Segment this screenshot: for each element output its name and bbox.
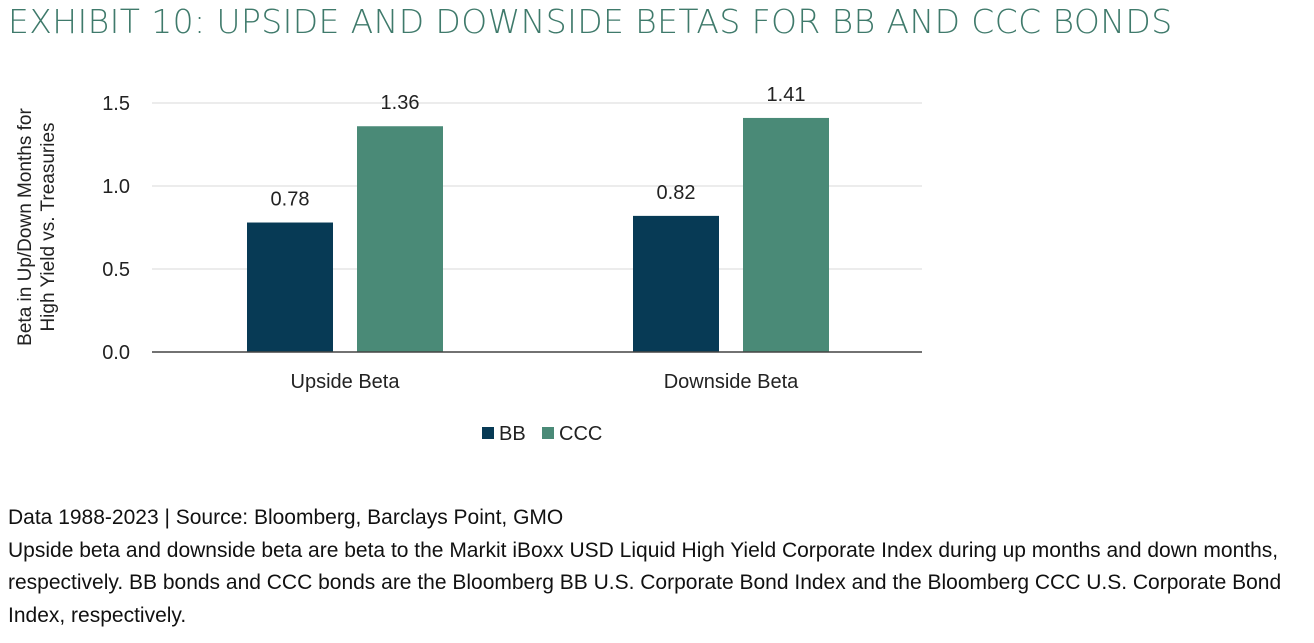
data-label: 0.82 (657, 182, 696, 204)
legend-swatch-ccc (542, 427, 554, 439)
y-tick-label: 0.0 (102, 342, 130, 364)
bar-chart: 0.78 0.82 1.36 1.41 0.0 0.5 1.0 1.5 Upside Beta… (15, 84, 922, 445)
y-axis-label-line: High Yield vs. Treasuries (38, 122, 59, 331)
y-axis-label-line: Beta in Up/Down Months for (15, 108, 36, 346)
footnote: Data 1988-2023 | Source: Bloomberg, Barc… (8, 502, 1308, 632)
axes: 0.0 0.5 1.0 1.5 Upside Beta Downside Beta Beta… (15, 93, 922, 393)
legend-label-ccc: CCC (559, 423, 602, 445)
bars: 0.78 0.82 1.36 1.41 (247, 84, 829, 353)
bar-ccc-0 (357, 126, 443, 353)
x-tick-label: Downside Beta (664, 371, 799, 393)
data-label: 1.41 (767, 84, 806, 106)
legend-swatch-bb (482, 427, 494, 439)
data-label: 0.78 (271, 189, 310, 211)
bar-bb-0 (247, 222, 333, 352)
y-tick-label: 1.5 (102, 93, 130, 115)
footnote-description: Upside beta and downside beta are beta t… (8, 538, 1282, 627)
y-tick-label: 1.0 (102, 176, 130, 198)
bar-bb-1 (633, 215, 719, 352)
chart-title: EXHIBIT 10: UPSIDE AND DOWNSIDE BETAS FO… (8, 2, 1173, 41)
legend-label-bb: BB (499, 423, 526, 445)
data-label: 1.36 (381, 92, 420, 114)
x-tick-label: Upside Beta (291, 371, 401, 393)
footnote-source: Data 1988-2023 | Source: Bloomberg, Barc… (8, 506, 564, 529)
y-tick-label: 0.5 (102, 259, 130, 281)
y-axis-label: Beta in Up/Down Months for High Yield vs.… (15, 108, 59, 346)
legend: BB CCC (482, 423, 602, 445)
bar-ccc-1 (743, 117, 829, 352)
